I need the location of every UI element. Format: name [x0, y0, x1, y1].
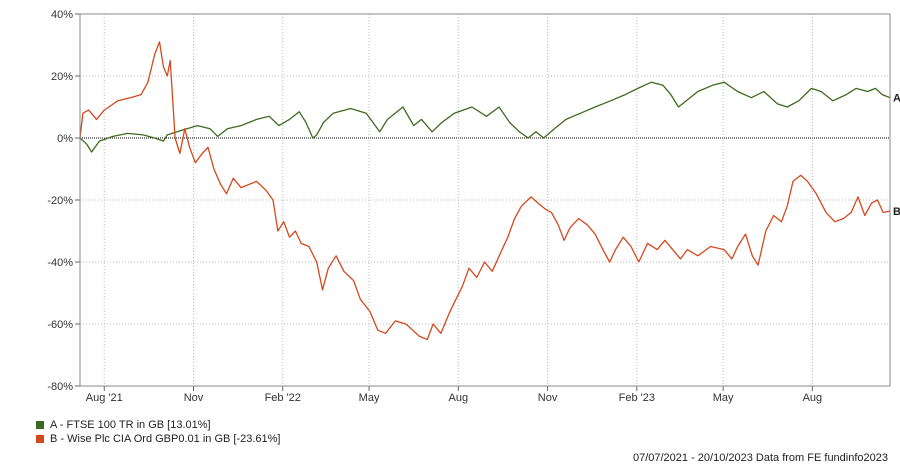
legend: A - FTSE 100 TR in GB [13.01%] B - Wise …	[36, 418, 280, 446]
y-tick-label: 0%	[57, 133, 73, 145]
footer: 07/07/2021 - 20/10/2023 Data from FE fun…	[633, 452, 888, 464]
x-tick-label: Feb '23	[619, 392, 655, 404]
y-tick-label: -40%	[47, 257, 73, 269]
gridlines	[80, 13, 890, 387]
y-tick-label: -20%	[47, 195, 73, 207]
y-tick-label: 20%	[51, 71, 73, 83]
legend-item-b: B - Wise Plc CIA Ord GBP0.01 in GB [-23.…	[36, 432, 280, 446]
x-tick-label: Feb '22	[265, 392, 301, 404]
x-tick-label: Aug	[449, 392, 469, 404]
x-tick-label: Aug	[803, 392, 823, 404]
x-tick-label: May	[359, 392, 380, 404]
plot-frame	[79, 13, 891, 387]
series-line-b	[79, 41, 891, 341]
y-tick-label: -80%	[47, 381, 73, 393]
legend-swatch-a	[36, 421, 44, 429]
legend-swatch-b	[36, 435, 44, 443]
performance-chart: 40% 20% 0% -20% -40% -60% -80% Aug '21 Nov Feb '…	[47, 9, 900, 404]
series-end-label-b: B	[893, 206, 900, 218]
series-end-label-a: A	[893, 93, 900, 105]
y-tick-label: -60%	[47, 319, 73, 331]
x-axis-ticks: Aug '21 Nov Feb '22 May Aug Nov Feb '23 May Aug	[86, 386, 822, 404]
x-tick-label: Aug '21	[86, 392, 123, 404]
legend-item-a: A - FTSE 100 TR in GB [13.01%]	[36, 418, 280, 432]
y-axis-ticks: 40% 20% 0% -20% -40% -60% -80%	[47, 9, 80, 393]
x-tick-label: Nov	[184, 392, 204, 404]
footer-date-range: 07/07/2021 - 20/10/2023	[632, 452, 753, 464]
legend-label-b: B - Wise Plc CIA Ord GBP0.01 in GB [-23.…	[50, 433, 281, 445]
series-lines: AB	[79, 41, 900, 341]
series-line-a	[79, 81, 891, 153]
legend-label-a: A - FTSE 100 TR in GB [13.01%]	[50, 419, 211, 431]
footer-source: Data from FE fundinfo2023	[755, 452, 888, 464]
x-tick-label: May	[713, 392, 734, 404]
y-tick-label: 40%	[51, 9, 73, 21]
x-tick-label: Nov	[538, 392, 558, 404]
